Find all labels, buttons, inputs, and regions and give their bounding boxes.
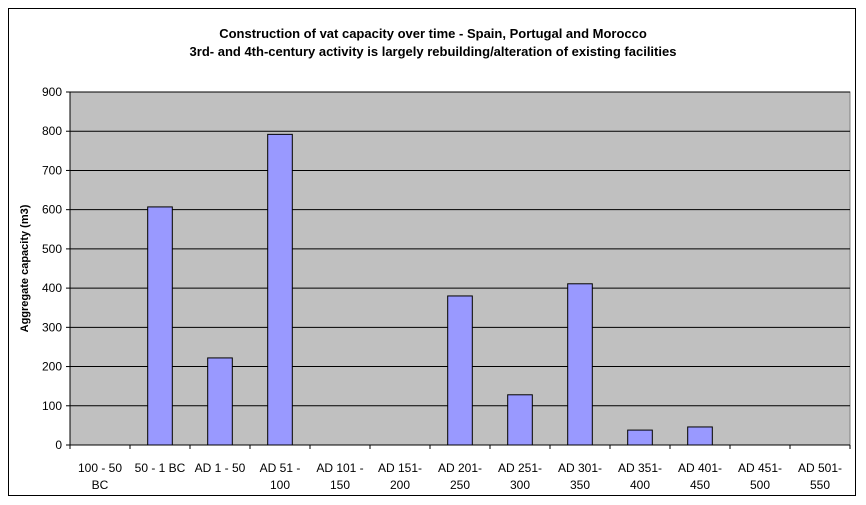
- x-tick-label: 100 - 50 BC: [78, 461, 122, 492]
- x-tick-label: AD 151-200: [378, 461, 422, 492]
- x-tick-label: AD 301-350: [558, 461, 602, 492]
- x-tick-label: AD 451-500: [738, 461, 782, 492]
- chart-title: Construction of vat capacity over time -…: [219, 26, 647, 41]
- x-tick-labels: 100 - 50 BC 50 - 1 BC AD 1 - 50 AD 51 -100 AD…: [78, 461, 842, 492]
- y-tick-label: 700: [42, 163, 62, 177]
- bar: [267, 133, 293, 446]
- bar: [147, 206, 173, 446]
- y-tick-label: 600: [42, 203, 62, 217]
- y-tick-label: 900: [42, 85, 62, 99]
- axes: [66, 91, 851, 449]
- y-axis-label: Aggregate capacity (m3): [19, 204, 31, 332]
- x-tick-label: AD 101 -150: [316, 461, 363, 492]
- x-tick-label: AD 501-550: [798, 461, 842, 492]
- x-tick-label: 50 - 1 BC: [135, 461, 186, 475]
- y-tick-label: 500: [42, 242, 62, 256]
- bar: [627, 429, 653, 446]
- y-tick-label: 800: [42, 124, 62, 138]
- y-tick-label: 300: [42, 320, 62, 334]
- bar: [447, 295, 473, 446]
- bar-chart: Construction of vat capacity over time -…: [19, 26, 851, 492]
- bar: [567, 283, 593, 446]
- y-tick-label: 400: [42, 281, 62, 295]
- bar: [687, 426, 713, 446]
- chart-subtitle: 3rd- and 4th-century activity is largely…: [190, 44, 677, 59]
- x-tick-label: AD 401-450: [678, 461, 722, 492]
- bar: [507, 394, 533, 446]
- chart-frame: Construction of vat capacity over time -…: [8, 8, 856, 496]
- bar: [207, 357, 233, 446]
- y-tick-labels: 0 100 200 300 400 500 600 700 800 900: [42, 85, 62, 452]
- y-tick-label: 0: [55, 438, 62, 452]
- x-tick-label: AD 51 -100: [260, 461, 301, 492]
- bars: [147, 133, 713, 446]
- y-tick-label: 100: [42, 399, 62, 413]
- x-tick-label: AD 251-300: [498, 461, 542, 492]
- x-tick-label: AD 1 - 50: [195, 461, 246, 475]
- y-tick-label: 200: [42, 360, 62, 374]
- gridlines: [70, 91, 850, 407]
- x-tick-label: AD 351-400: [618, 461, 662, 492]
- x-tick-label: AD 201-250: [438, 461, 482, 492]
